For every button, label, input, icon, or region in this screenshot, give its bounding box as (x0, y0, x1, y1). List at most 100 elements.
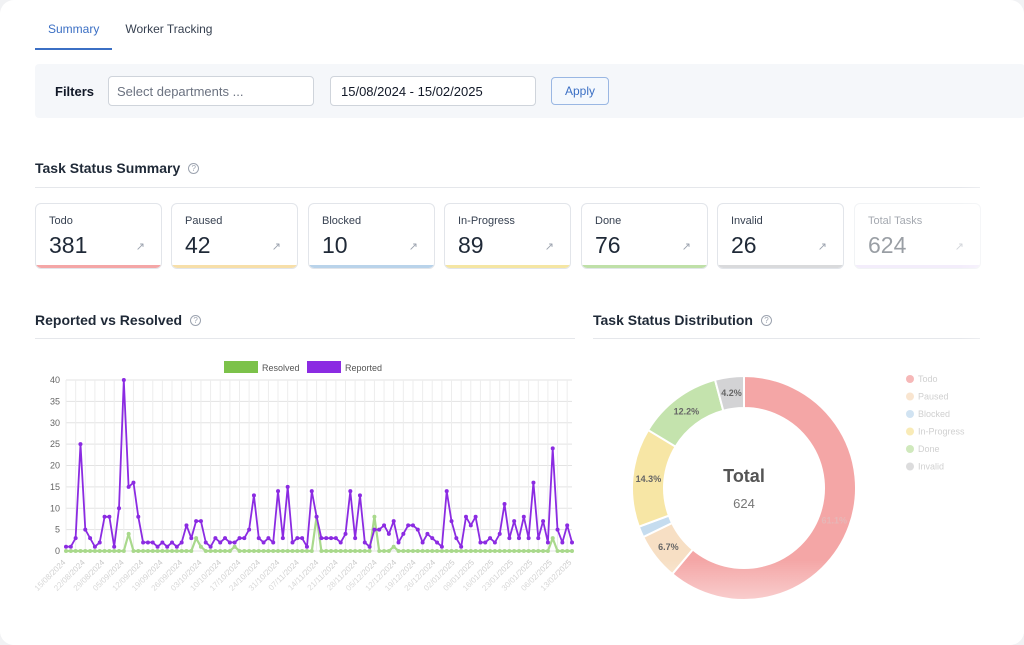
data-point-reported (343, 531, 348, 536)
data-point-reported (155, 544, 160, 549)
stat-card-label: Done (595, 215, 622, 227)
y-tick-label: 35 (50, 396, 60, 406)
stat-card-value: 26 (731, 232, 757, 258)
data-point-resolved (232, 544, 237, 549)
data-point-resolved (497, 549, 502, 553)
arrow-up-right-icon[interactable]: ↗ (271, 241, 281, 253)
data-point-resolved (213, 549, 218, 553)
task-status-distribution-chart: 61.1% 6.7% 14.3% 12.2% 4.2% Total 624 Todo Pause… (631, 374, 965, 601)
stat-card-label: Paused (185, 215, 223, 227)
data-point-reported (198, 519, 203, 524)
series-line-resolved (66, 515, 572, 553)
data-point-reported (531, 480, 536, 485)
data-point-resolved (531, 549, 536, 553)
data-point-reported (483, 540, 488, 545)
stat-card-label: Invalid (731, 215, 763, 227)
data-point-resolved (459, 549, 464, 553)
data-point-resolved (112, 549, 117, 553)
help-icon[interactable]: ? (190, 314, 202, 326)
data-point-reported (329, 536, 334, 541)
data-point-resolved (261, 549, 266, 553)
arrow-up-right-icon[interactable]: ↗ (408, 241, 418, 253)
stat-card-done[interactable]: Done 76 ↗ (581, 203, 708, 269)
data-point-resolved (565, 549, 570, 553)
tab-summary[interactable]: Summary (35, 18, 113, 50)
data-point-reported (213, 536, 218, 541)
legend-dot (906, 462, 914, 471)
data-point-reported (261, 540, 266, 545)
data-point-resolved (415, 549, 420, 553)
data-point-resolved (117, 549, 122, 553)
data-point-resolved (536, 549, 541, 553)
arrow-up-right-icon[interactable]: ↗ (681, 241, 691, 253)
section-title-text: Task Status Summary (35, 160, 181, 176)
data-point-resolved (338, 549, 343, 553)
data-point-resolved (309, 549, 314, 553)
legend-dot (906, 427, 914, 436)
data-point-reported (541, 519, 546, 524)
apply-button[interactable]: Apply (551, 77, 609, 105)
stat-card-value: 10 (322, 232, 348, 258)
legend-label: In-Progress (918, 427, 965, 437)
data-point-resolved (145, 549, 150, 553)
legend-label: Todo (918, 374, 938, 384)
data-point-reported (170, 540, 175, 545)
tab-worker-tracking[interactable]: Worker Tracking (125, 22, 213, 36)
data-point-reported (348, 489, 353, 494)
legend-swatch (224, 361, 258, 373)
data-point-resolved (184, 549, 189, 553)
data-point-resolved (194, 536, 199, 541)
data-point-reported (174, 544, 179, 549)
data-point-resolved (512, 549, 517, 553)
data-point-resolved (295, 549, 300, 553)
data-point-reported (353, 536, 358, 541)
reported-vs-resolved-heading: Reported vs Resolved ? (35, 312, 202, 328)
data-point-reported (237, 536, 242, 541)
data-point-reported (309, 489, 314, 494)
data-point-resolved (319, 549, 324, 553)
data-point-reported (184, 523, 189, 528)
data-point-resolved (560, 549, 565, 553)
data-point-resolved (179, 549, 184, 553)
date-range-input[interactable] (330, 76, 536, 106)
stat-card-invalid[interactable]: Invalid 26 ↗ (717, 203, 844, 269)
data-point-reported (512, 519, 517, 524)
data-point-reported (150, 540, 155, 545)
data-point-reported (459, 544, 464, 549)
help-icon[interactable]: ? (188, 162, 200, 174)
data-point-resolved (555, 549, 560, 553)
stat-card-total-tasks[interactable]: Total Tasks 624 ↗ (854, 203, 981, 269)
series-line-reported (66, 379, 573, 548)
data-point-reported (338, 540, 343, 545)
stat-card-blocked[interactable]: Blocked 10 ↗ (308, 203, 435, 269)
data-point-reported (502, 501, 507, 506)
data-point-reported (357, 493, 362, 498)
data-point-resolved (526, 549, 531, 553)
arrow-up-right-icon[interactable]: ↗ (954, 241, 964, 253)
data-point-resolved (521, 549, 526, 553)
data-point-resolved (285, 549, 290, 553)
data-point-resolved (362, 549, 367, 553)
stat-card-in-progress[interactable]: In-Progress 89 ↗ (444, 203, 571, 269)
data-point-resolved (280, 549, 285, 553)
stat-card-todo[interactable]: Todo 381 ↗ (35, 203, 162, 269)
slice-percent-label: 6.7% (658, 542, 679, 552)
data-point-resolved (64, 549, 68, 553)
slice-percent-label: 12.2% (674, 406, 700, 416)
data-point-reported (218, 540, 223, 545)
data-point-reported (271, 540, 276, 545)
data-point-resolved (237, 549, 242, 553)
stat-card-label: Blocked (322, 215, 362, 227)
data-point-resolved (208, 549, 213, 553)
arrow-up-right-icon[interactable]: ↗ (817, 241, 827, 253)
departments-select[interactable] (108, 76, 314, 106)
arrow-up-right-icon[interactable]: ↗ (544, 241, 554, 253)
stat-card-paused[interactable]: Paused 42 ↗ (171, 203, 298, 269)
data-point-resolved (550, 536, 555, 541)
arrow-up-right-icon[interactable]: ↗ (135, 241, 145, 253)
data-point-reported (295, 536, 300, 541)
data-point-resolved (290, 549, 295, 553)
help-icon[interactable]: ? (760, 314, 772, 326)
data-point-resolved (401, 549, 406, 553)
